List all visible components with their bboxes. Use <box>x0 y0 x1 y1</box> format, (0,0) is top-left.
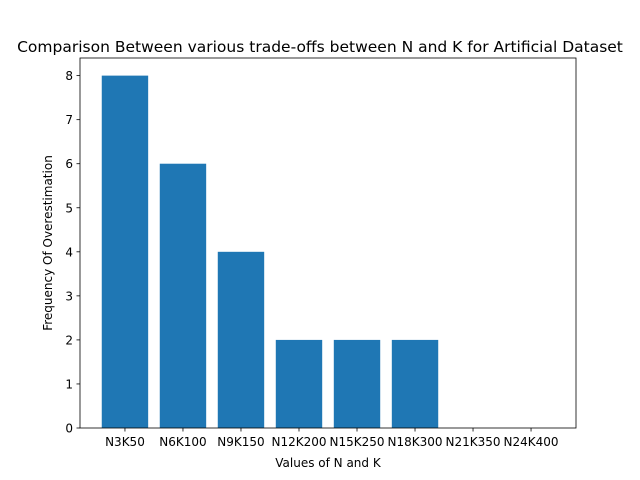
x-tick-label-N24K400: N24K400 <box>504 435 559 449</box>
y-tick-label-6: 6 <box>65 157 73 171</box>
x-tick-label-N6K100: N6K100 <box>159 435 206 449</box>
bar-N3K50 <box>101 75 149 428</box>
y-axis-label: Frequency Of Overestimation <box>41 155 55 331</box>
y-tick-label-4: 4 <box>65 245 73 259</box>
y-tick-label-0: 0 <box>65 422 73 436</box>
y-tick-label-8: 8 <box>65 69 73 83</box>
chart-title: Comparison Between various trade-offs be… <box>17 38 623 56</box>
x-tick-label-N21K350: N21K350 <box>446 435 501 449</box>
plot-frame <box>79 57 577 429</box>
x-tick-label-N15K250: N15K250 <box>329 435 384 449</box>
bar-N12K200 <box>275 339 323 428</box>
bar-N9K150 <box>217 251 265 428</box>
x-tick-label-N18K300: N18K300 <box>388 435 443 449</box>
y-tick-label-7: 7 <box>65 113 73 127</box>
x-axis: N3K50 N6K100 N9K150 N12K200 N15K250 N18K300 N2… <box>105 428 559 449</box>
y-tick-label-5: 5 <box>65 201 73 215</box>
bar-N15K250 <box>333 339 381 428</box>
y-axis: 0 1 2 3 4 5 6 7 8 <box>65 69 80 436</box>
bar-N6K100 <box>159 163 207 428</box>
x-tick-label-N12K200: N12K200 <box>271 435 326 449</box>
y-tick-label-2: 2 <box>65 333 73 347</box>
x-axis-label: Values of N and K <box>275 456 382 470</box>
y-tick-label-3: 3 <box>65 289 73 303</box>
bars-group <box>101 75 439 428</box>
bar-N18K300 <box>391 339 439 428</box>
x-tick-label-N3K50: N3K50 <box>105 435 145 449</box>
y-tick-label-1: 1 <box>65 377 73 391</box>
x-tick-label-N9K150: N9K150 <box>217 435 264 449</box>
